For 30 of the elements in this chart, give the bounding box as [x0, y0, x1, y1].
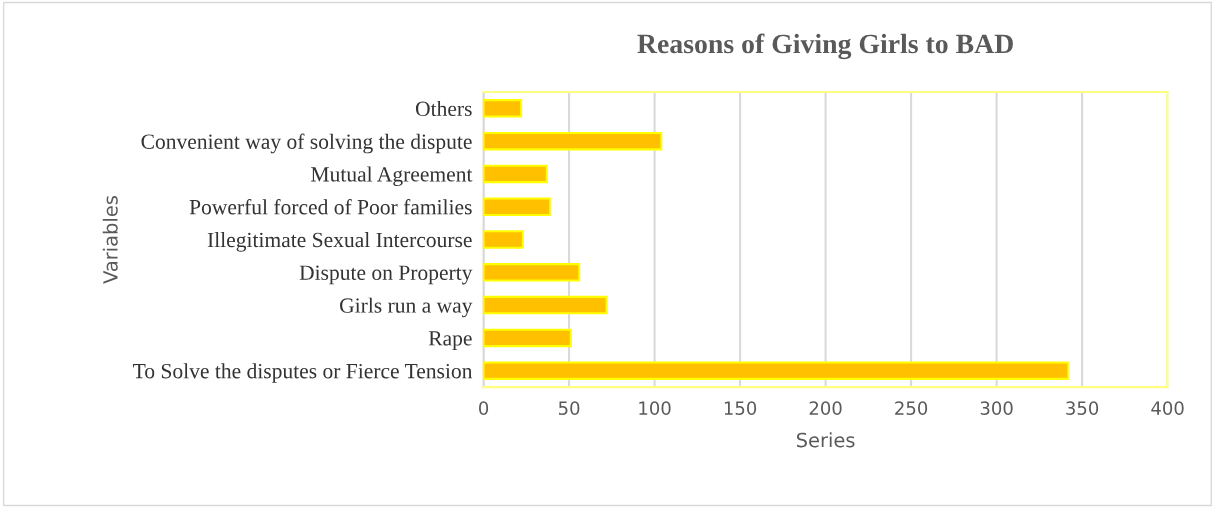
bar: [483, 164, 548, 184]
x-tick-label: 50: [558, 401, 580, 415]
y-tick-label: Dispute on Property: [299, 265, 473, 285]
x-tick-label: 350: [1066, 401, 1099, 415]
x-tick-label: 150: [724, 401, 757, 415]
y-tick-label: Rape: [428, 331, 472, 350]
x-tick-label: 200: [809, 401, 842, 415]
y-tick-label: Others: [415, 100, 472, 117]
bar: [483, 230, 524, 249]
bar: [483, 361, 1070, 380]
bar: [483, 131, 663, 151]
x-tick-label: 300: [980, 401, 1013, 415]
x-axis-title: Series: [796, 432, 855, 448]
bar: [483, 197, 552, 216]
y-tick-label: To Solve the disputes or Fierce Tension: [133, 363, 473, 383]
bar: [483, 328, 572, 348]
y-tick-label: Mutual Agreement: [311, 166, 473, 187]
bar: [483, 263, 581, 282]
x-tick-label: 100: [639, 401, 671, 415]
x-tick-label: 400: [1151, 401, 1184, 415]
y-tick-label: Girls run a way: [340, 297, 473, 318]
bar: [483, 295, 608, 315]
x-tick-label: 250: [895, 401, 928, 415]
y-tick-label: Convenient way of solving the dispute: [141, 133, 472, 154]
x-tick-label: 0: [479, 401, 489, 415]
y-tick-label: Powerful forced of Poor families: [189, 199, 472, 215]
y-tick-label: Illegitimate Sexual Intercourse: [207, 232, 472, 252]
bar: [483, 99, 523, 118]
chart-title: Reasons of Giving Girls to BAD: [637, 33, 1013, 60]
y-axis-title: Variables: [102, 196, 118, 284]
